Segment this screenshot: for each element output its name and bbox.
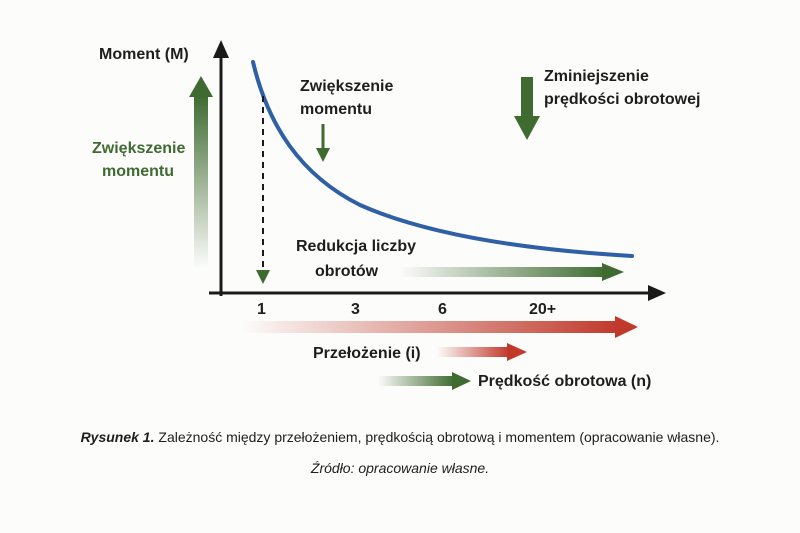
curve-annotation-arrowhead bbox=[316, 148, 330, 162]
caption-text: Zależność między przełożeniem, prędkości… bbox=[154, 429, 720, 445]
down-arrow-shaft bbox=[521, 77, 533, 117]
left-up-arrow-shaft bbox=[194, 96, 208, 268]
figure-source: Źródło: opracowanie własne. bbox=[310, 460, 490, 476]
figure-caption: Rysunek 1. Zależność między przełożeniem… bbox=[0, 429, 800, 445]
x-tick-20plus: 20+ bbox=[529, 301, 556, 318]
ratio-long-arrow-shaft bbox=[242, 321, 620, 333]
reduction-arrowhead bbox=[602, 263, 624, 281]
dashed-drop-arrowhead bbox=[256, 270, 270, 284]
x-tick-1: 1 bbox=[257, 301, 266, 318]
top-right-label-line2: prędkości obrotowej bbox=[544, 91, 700, 108]
speed-arrow-shaft bbox=[378, 376, 454, 386]
caption-label: Rysunek 1. bbox=[80, 429, 155, 445]
y-axis-label: Moment (M) bbox=[99, 46, 189, 63]
x-tick-3: 3 bbox=[351, 301, 360, 318]
speed-label: Prędkość obrotowa (n) bbox=[478, 373, 651, 390]
ratio-short-arrowhead bbox=[507, 343, 527, 361]
x-tick-6: 6 bbox=[438, 301, 447, 318]
speed-arrowhead bbox=[452, 372, 471, 390]
y-axis-arrowhead bbox=[213, 40, 229, 58]
ratio-label: Przełożenie (i) bbox=[313, 345, 421, 362]
curve-annotation-line1: Zwiększenie bbox=[300, 78, 393, 95]
ratio-short-arrow-shaft bbox=[437, 347, 509, 357]
top-right-label-line1: Zminiejszenie bbox=[544, 68, 649, 85]
x-axis-arrowhead bbox=[648, 285, 666, 301]
reduction-label-line1: Redukcja liczby bbox=[296, 238, 416, 255]
torque-curve bbox=[251, 60, 634, 258]
left-arrow-label-line1: Zwiększenie bbox=[92, 140, 185, 157]
left-arrow-label-line2: momentu bbox=[102, 163, 174, 180]
ratio-long-arrowhead bbox=[615, 316, 638, 338]
reduction-label-line2: obrotów bbox=[315, 263, 379, 280]
down-arrow-head bbox=[514, 116, 540, 140]
left-up-arrow-head bbox=[189, 76, 213, 97]
reduction-arrow-shaft bbox=[400, 267, 606, 277]
curve-annotation-line2: momentu bbox=[300, 101, 372, 118]
